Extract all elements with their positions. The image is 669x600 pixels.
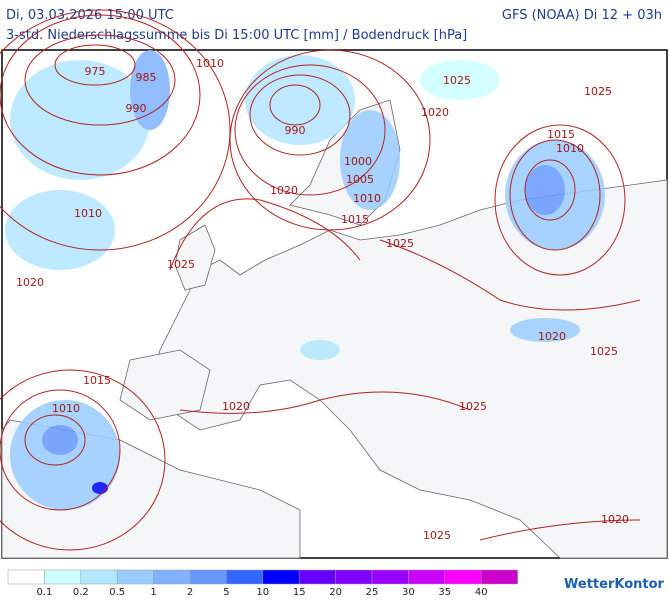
isobar-label: 975 [85, 65, 106, 78]
legend-swatch [189, 569, 227, 585]
isobar-label: 1025 [459, 400, 487, 413]
legend-label: 15 [293, 587, 306, 598]
legend-label: 1 [150, 587, 156, 598]
isobar-label: 985 [136, 71, 157, 84]
legend-label: 30 [402, 587, 415, 598]
legend-swatch [298, 569, 336, 585]
isobars [0, 9, 641, 551]
legend-swatch [408, 569, 446, 585]
model-label: GFS (NOAA) Di 12 + 03h [502, 8, 662, 23]
subtitle: 3-std. Niederschlagssumme bis Di 15:00 U… [6, 28, 467, 43]
legend-swatch [7, 569, 45, 585]
legend-swatch [116, 569, 154, 585]
legend-label: 0.2 [73, 587, 89, 598]
legend-swatch [80, 569, 118, 585]
isobar-label: 1025 [584, 85, 612, 98]
legend-label: 2 [187, 587, 193, 598]
isobar-label: 1025 [386, 237, 414, 250]
legend-swatch [371, 569, 409, 585]
isobar-label: 1015 [547, 128, 575, 141]
isobar-label: 1010 [196, 57, 224, 70]
isobar-label: 1005 [346, 173, 374, 186]
isobar-label: 1020 [16, 276, 44, 289]
isobar-label: 1010 [353, 192, 381, 205]
isobar-label: 1020 [601, 513, 629, 526]
isobar-label: 1020 [270, 184, 298, 197]
legend-swatch [335, 569, 373, 585]
isobar-label: 1000 [344, 155, 372, 168]
legend-label: 0.1 [36, 587, 52, 598]
isobar-label: 1025 [167, 258, 195, 271]
legend-label: 10 [256, 587, 269, 598]
legend-label: 35 [438, 587, 451, 598]
isobar-label: 990 [126, 102, 147, 115]
legend-label: 25 [366, 587, 379, 598]
precipitation [5, 50, 605, 510]
legend-swatch [444, 569, 482, 585]
legend-label: 0.5 [109, 587, 125, 598]
isobar-label: 1025 [443, 74, 471, 87]
isobar-label: 1010 [74, 207, 102, 220]
legend-swatch [226, 569, 264, 585]
legend-label: 20 [329, 587, 342, 598]
isobar-label: 1015 [341, 213, 369, 226]
logo: WetterKontor [564, 577, 665, 592]
isobar-label: 1015 [83, 374, 111, 387]
isobar-label: 1020 [222, 400, 250, 413]
isobar-label: 1020 [538, 330, 566, 343]
legend-swatch [262, 569, 300, 585]
legend-swatch [153, 569, 191, 585]
legend: 0.1 0.2 0.5 1 2 5 10 15 20 25 30 35 40 [7, 569, 518, 598]
legend-swatch [44, 569, 82, 585]
isobar-label: 1010 [52, 402, 80, 415]
isobar-label: 1020 [421, 106, 449, 119]
legend-label: 5 [223, 587, 229, 598]
legend-label: 40 [475, 587, 488, 598]
legend-swatch [480, 569, 518, 585]
isobar-label: 990 [285, 124, 306, 137]
isobar-label: 1025 [590, 345, 618, 358]
isobar-label: 1025 [423, 529, 451, 542]
isobar-label: 1010 [556, 142, 584, 155]
